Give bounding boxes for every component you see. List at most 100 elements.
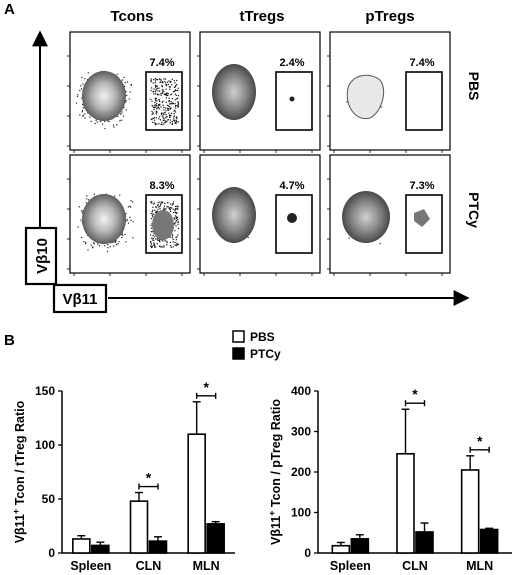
event-dot [153, 108, 155, 110]
event-dot [154, 123, 157, 126]
event-dot [80, 88, 83, 90]
event-dot [173, 86, 175, 88]
event-dot [161, 202, 163, 204]
event-dot [174, 86, 176, 88]
event-dot [160, 114, 162, 116]
event-dot [171, 123, 173, 125]
event-dot [123, 107, 125, 109]
event-dot [154, 209, 156, 211]
event-dot [158, 118, 160, 120]
event-dot [176, 244, 178, 246]
event-dot [380, 106, 382, 108]
event-dot [175, 107, 177, 109]
event-dot [167, 201, 169, 204]
event-dot [177, 101, 179, 103]
event-dot [87, 112, 89, 114]
y-tick-label: 100 [35, 438, 55, 452]
event-dot [158, 239, 160, 241]
event-dot [175, 216, 177, 218]
event-dot [153, 242, 155, 244]
event-dot [172, 102, 174, 104]
event-dot [171, 234, 173, 236]
event-dot [89, 116, 91, 118]
event-dot [177, 102, 179, 104]
y-tick-label: 0 [48, 546, 55, 560]
y-tick-label: 200 [291, 465, 311, 479]
bar-ptcy [206, 523, 225, 554]
event-dot [172, 241, 174, 243]
event-dot [125, 100, 127, 102]
event-dot [94, 122, 96, 124]
event-dot [177, 106, 179, 108]
event-dot [166, 95, 168, 97]
event-dot [151, 239, 153, 241]
event-dot [175, 236, 177, 238]
event-dot [162, 209, 165, 211]
event-dot [162, 100, 164, 102]
event-dot [150, 118, 153, 120]
event-dot [169, 245, 172, 247]
event-dot [161, 86, 163, 88]
event-dot [169, 203, 172, 205]
event-dot [158, 94, 160, 96]
event-dot [174, 93, 176, 95]
event-dot [98, 245, 100, 247]
event-dot [86, 195, 88, 197]
event-dot [125, 241, 127, 243]
event-dot [150, 89, 152, 92]
event-dot [164, 78, 167, 80]
event-dot [165, 93, 168, 95]
event-dot [150, 242, 152, 244]
event-dot [159, 205, 161, 208]
event-dot [161, 121, 163, 123]
event-dot [169, 236, 171, 238]
event-dot [119, 120, 121, 122]
event-dot [108, 120, 110, 123]
population-contour [346, 74, 385, 120]
event-dot [163, 106, 165, 109]
event-dot [82, 83, 84, 85]
event-dot [120, 113, 122, 115]
event-dot [100, 120, 102, 122]
event-dot [163, 123, 165, 125]
bar-ptcy [91, 544, 110, 554]
event-dot [84, 243, 87, 245]
event-dot [174, 99, 176, 101]
event-dot [153, 106, 155, 108]
event-dot [170, 107, 172, 109]
event-dot [176, 205, 178, 207]
event-dot [177, 90, 179, 92]
event-dot [176, 122, 178, 124]
event-dot [162, 115, 164, 117]
event-dot [80, 85, 82, 87]
event-dot [154, 98, 156, 100]
event-dot [173, 217, 175, 219]
event-dot [117, 243, 119, 245]
event-dot [159, 201, 161, 203]
event-dot [170, 246, 172, 248]
event-dot [169, 103, 171, 105]
event-dot [156, 103, 158, 105]
event-dot [151, 231, 153, 233]
event-dot [152, 106, 155, 108]
event-dot [159, 204, 162, 206]
event-dot [87, 249, 89, 251]
event-dot [169, 122, 171, 124]
event-dot [151, 202, 153, 204]
event-dot [165, 93, 167, 95]
event-dot [176, 105, 178, 107]
event-dot [168, 208, 170, 210]
event-dot [166, 242, 168, 244]
event-dot [153, 88, 155, 90]
event-dot [177, 95, 180, 97]
event-dot [171, 103, 173, 105]
event-dot [150, 212, 152, 215]
flow-plot-1-1: 4.7% [197, 154, 321, 276]
event-dot [160, 203, 162, 205]
event-dot [157, 93, 159, 95]
event-dot [169, 88, 171, 90]
event-dot [114, 195, 116, 197]
event-dot [157, 204, 159, 206]
event-dot [107, 244, 109, 246]
event-dot [80, 219, 82, 221]
